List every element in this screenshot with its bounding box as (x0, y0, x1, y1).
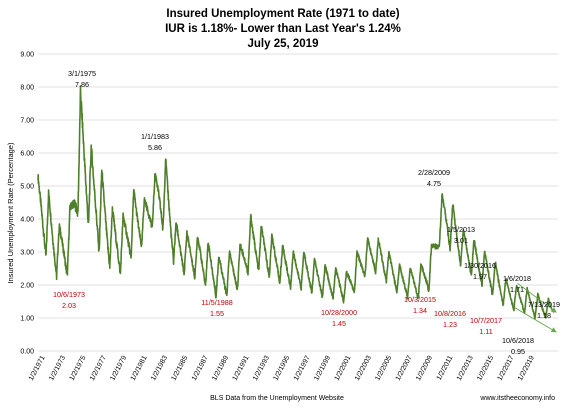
peak-annotation-value: 5.86 (148, 143, 162, 152)
y-tick-label: 1.00 (20, 316, 34, 323)
peak-annotation-date: 1/1/1983 (141, 132, 169, 141)
trough-annotation-date: 10/6/1973 (53, 290, 85, 299)
y-tick-label: 2.00 (20, 283, 34, 290)
trough-annotation-date: 10/8/2016 (434, 309, 466, 318)
peak-annotation-value: 3.01 (454, 236, 468, 245)
trough-annotation-value: 1.34 (413, 306, 427, 315)
trough-annotation-date: 10/6/2018 (502, 336, 534, 345)
peak-trend-arrow (517, 282, 557, 313)
y-axis-title: Insured Unemployment Rate (Percentage) (6, 142, 15, 283)
trough-annotation-value: 1.11 (479, 327, 492, 336)
y-tick-label: 6.00 (20, 151, 34, 158)
annotations: 3/1/1975 7.86 1/1/1983 5.86 2/28/2009 4.75 1/5… (53, 69, 560, 356)
chart-title-line-2: IUR is 1.18%- Lower than Last Year's 1.2… (165, 23, 401, 35)
peak-annotation-value: 7.86 (75, 80, 89, 89)
y-tick-label: 8.00 (20, 85, 34, 92)
trough-annotation-date: 11/5/1988 (201, 298, 232, 307)
trough-annotation-value: 1.45 (332, 319, 346, 328)
trough-annotation-value: 2.03 (62, 301, 76, 310)
peak-annotation-date: 1/5/2013 (447, 225, 475, 234)
peak-annotation-value: 1.97 (473, 272, 487, 281)
y-tick-label: 4.00 (20, 217, 34, 224)
trough-annotation-value: 1.55 (210, 309, 224, 318)
chart-title-line-1: Insured Unemployment Rate (1971 to date) (166, 8, 399, 20)
y-tick-label: 7.00 (20, 118, 34, 125)
plot-area (37, 85, 557, 333)
trough-annotation-value: 1.23 (443, 320, 457, 329)
y-axis-ticks: 0.00 1.00 2.00 3.00 4.00 5.00 6.00 7.00 8.00 9.00 (20, 52, 34, 356)
y-tick-label: 3.00 (20, 250, 34, 257)
chart-title-line-3: July 25, 2019 (248, 38, 319, 50)
trough-annotation-date: 10/28/2000 (321, 308, 357, 317)
unemployment-rate-line (37, 85, 555, 320)
website-credit: www.itstheeconomy.info (479, 395, 555, 402)
trough-annotation-date: 10/7/2017 (470, 316, 502, 325)
peak-annotation-value: 1.71 (510, 285, 524, 294)
peak-annotation-value: 1.18 (537, 311, 551, 320)
trough-annotation-date: 10/3/2015 (404, 295, 436, 304)
gridlines (38, 53, 558, 352)
peak-annotation-date: 1/30/2016 (464, 261, 496, 270)
trough-annotation-value: 0.95 (511, 347, 525, 356)
peak-annotation-date: 7/13/2019 (528, 300, 560, 309)
peak-annotation-date: 3/1/1975 (68, 69, 96, 78)
y-tick-label: 0.00 (20, 349, 34, 356)
peak-annotation-date: 1/6/2018 (503, 274, 531, 283)
y-tick-label: 9.00 (20, 52, 34, 59)
y-tick-label: 5.00 (20, 184, 34, 191)
peak-annotation-value: 4.75 (427, 179, 441, 188)
peak-annotation-date: 2/28/2009 (418, 168, 450, 177)
x-axis-title: BLS Data from the Unemployment Website (210, 395, 344, 402)
trough-trend-arrow (514, 307, 557, 333)
